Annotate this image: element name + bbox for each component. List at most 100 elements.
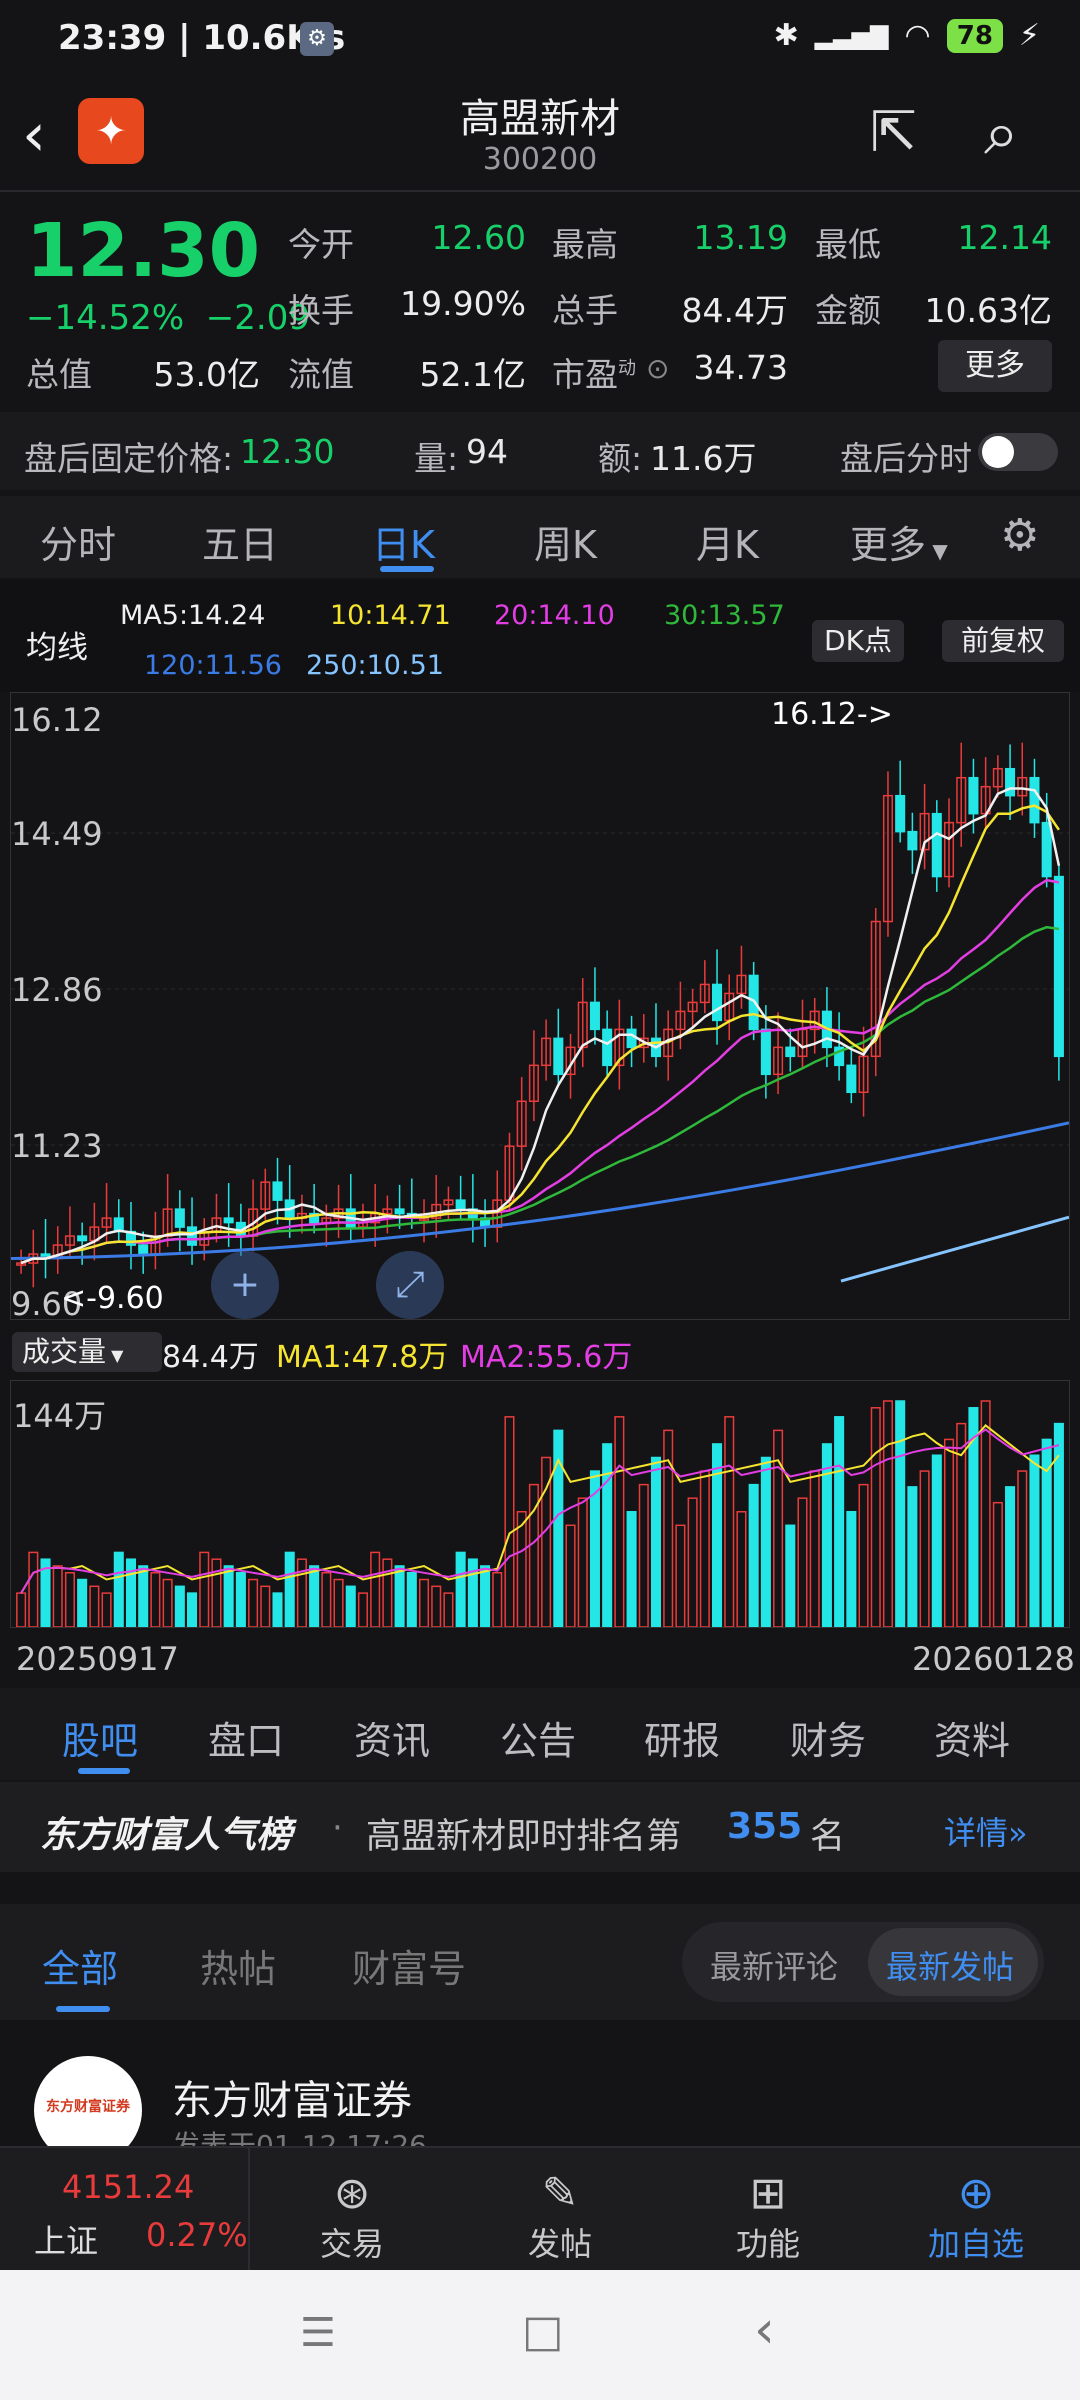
volume-bar	[150, 1572, 161, 1627]
change-amount: −2.09	[205, 298, 310, 338]
volume-bar	[504, 1416, 515, 1627]
tab-order-book[interactable]: 盘口	[208, 1719, 285, 1763]
rank-unit: 名	[810, 1817, 846, 1857]
candle-body	[773, 1046, 784, 1076]
tab-fortune[interactable]: 财富号	[352, 1947, 467, 1991]
active-tab-indicator	[56, 2006, 110, 2012]
app-logo: ✦	[78, 98, 144, 164]
volume-current: 84.4万	[162, 1340, 259, 1375]
dropdown-arrow-icon: ▼	[926, 539, 948, 563]
volume-bar	[650, 1456, 662, 1627]
after-hours-price: 12.30	[240, 432, 335, 471]
status-bar: 23:39 | 10.6K/s ⚙ ✱ ▂▃▅▇ ◠ 78 ⚡	[0, 0, 1080, 86]
indicator-selector-label: 成交量	[22, 1335, 107, 1368]
candle-body	[382, 1208, 393, 1215]
volume-bar	[834, 1416, 845, 1627]
volume-bar	[211, 1558, 222, 1627]
trade-button[interactable]: ⊛ 交易	[272, 2168, 432, 2265]
volume-bar	[870, 1407, 881, 1627]
low-label: 最低	[815, 225, 881, 264]
home-icon[interactable]: □	[522, 2306, 564, 2357]
high-label: 最高	[552, 225, 618, 264]
volume-bar	[724, 1416, 735, 1627]
float-label: 流值	[288, 355, 354, 394]
app-header: ‹ ✦ 高盟新材 300200 ⇱ ⌕	[0, 86, 1080, 190]
volume-bar	[382, 1558, 393, 1627]
ma20-line	[20, 878, 1060, 1265]
tab-announcements[interactable]: 公告	[500, 1719, 577, 1763]
back-icon[interactable]: ‹	[22, 100, 46, 170]
kline-chart[interactable]: 16.12 14.49 12.86 11.23 9.60 16.12-> <-9…	[10, 692, 1070, 1323]
volume-bar	[101, 1592, 112, 1627]
volume-chart[interactable]: 144万	[10, 1380, 1070, 1628]
volume-bar	[858, 1483, 869, 1627]
search-icon[interactable]: ⌕	[984, 96, 1019, 169]
more-quote-button[interactable]: 更多	[938, 340, 1052, 392]
min-price-marker: <-9.60	[61, 1281, 164, 1316]
volume-bar	[480, 1565, 491, 1627]
volume-bar	[809, 1470, 820, 1627]
low-value: 12.14	[957, 218, 1052, 257]
post-label: 发帖	[527, 2225, 592, 2263]
candle-body	[760, 1028, 771, 1076]
tab-five-day[interactable]: 五日	[202, 523, 279, 567]
tab-profile[interactable]: 资料	[934, 1719, 1011, 1763]
tab-all[interactable]: 全部	[42, 1947, 119, 1991]
volume-bar	[1041, 1438, 1052, 1627]
add-watchlist-button[interactable]: ⊕ 加自选	[896, 2168, 1056, 2265]
wifi-icon: ◠	[904, 18, 931, 53]
post-item[interactable]: 东方财富证券 东方财富证券 发表于01-12 17:26	[0, 2020, 1080, 2164]
tab-news[interactable]: 资讯	[354, 1719, 431, 1763]
candle-body	[16, 1262, 27, 1266]
tab-monthly-k[interactable]: 月K	[696, 523, 759, 567]
rank-detail-link[interactable]: 详情»	[944, 1808, 1028, 1854]
zoom-in-icon[interactable]: +	[211, 1251, 279, 1319]
candle-body	[138, 1244, 149, 1255]
settings-gear-icon[interactable]: ⚙	[1000, 510, 1040, 561]
tab-more[interactable]: 更多 ▼	[850, 514, 948, 569]
tab-research[interactable]: 研报	[644, 1719, 721, 1763]
volume-bar	[272, 1592, 283, 1627]
back-nav-icon[interactable]: ‹	[754, 2300, 775, 2360]
volume-bar	[1029, 1454, 1040, 1627]
volume-bar	[455, 1551, 466, 1627]
fullscreen-icon[interactable]: ⤢	[376, 1251, 444, 1319]
after-hours-toggle[interactable]	[978, 433, 1058, 471]
indicator-selector[interactable]: 成交量 ▼	[12, 1332, 162, 1372]
grid-icon: ⊞	[749, 2168, 787, 2219]
tab-hot[interactable]: 热帖	[200, 1947, 277, 1991]
max-price-marker: 16.12->	[771, 697, 893, 732]
signal-icon: ▂▃▅▇	[814, 21, 889, 50]
y-tick: 16.12	[11, 701, 103, 739]
volume-bar	[712, 1443, 723, 1627]
dk-button[interactable]: DK点	[812, 620, 904, 662]
tab-weekly-k[interactable]: 周K	[534, 523, 597, 567]
tab-daily-k[interactable]: 日K	[372, 523, 435, 567]
rank-brand: 东方财富人气榜	[40, 1815, 293, 1856]
tab-timeshare[interactable]: 分时	[40, 523, 117, 567]
info-icon[interactable]: ⊙	[646, 352, 670, 385]
popularity-rank-bar[interactable]: 东方财富人气榜 · 高盟新材即时排名第 355 名 详情»	[0, 1782, 1080, 1872]
ma250-line	[840, 1215, 1069, 1283]
functions-button[interactable]: ⊞ 功能	[688, 2168, 848, 2265]
volume-bar	[565, 1524, 576, 1627]
ma30-value: 30:13.57	[664, 600, 785, 631]
tab-finance[interactable]: 财务	[790, 1719, 867, 1763]
share-icon[interactable]: ⇱	[870, 100, 917, 165]
volume-bar	[699, 1470, 710, 1627]
menu-icon[interactable]: ☰	[300, 2310, 336, 2356]
candle-body	[260, 1181, 271, 1210]
adjust-button[interactable]: 前复权	[942, 620, 1064, 662]
post-button[interactable]: ✎ 发帖	[480, 2168, 640, 2265]
high-value: 13.19	[693, 218, 788, 257]
candle-body	[565, 1046, 576, 1076]
ma-legend: 均线 MA5:14.24 10:14.71 20:14.10 30:13.57 …	[0, 580, 1080, 692]
volume-bar	[162, 1578, 173, 1627]
candle-body	[589, 1001, 600, 1031]
sort-latest-comment[interactable]: 最新评论	[710, 1948, 839, 1986]
double-chevron-icon: »	[1008, 1814, 1028, 1852]
tab-forum[interactable]: 股吧	[62, 1719, 139, 1763]
index-ticker[interactable]: 4151.24 上证 0.27%	[0, 2148, 250, 2272]
volume-bar	[89, 1585, 100, 1627]
sort-latest-post[interactable]: 最新发帖	[886, 1948, 1015, 1986]
